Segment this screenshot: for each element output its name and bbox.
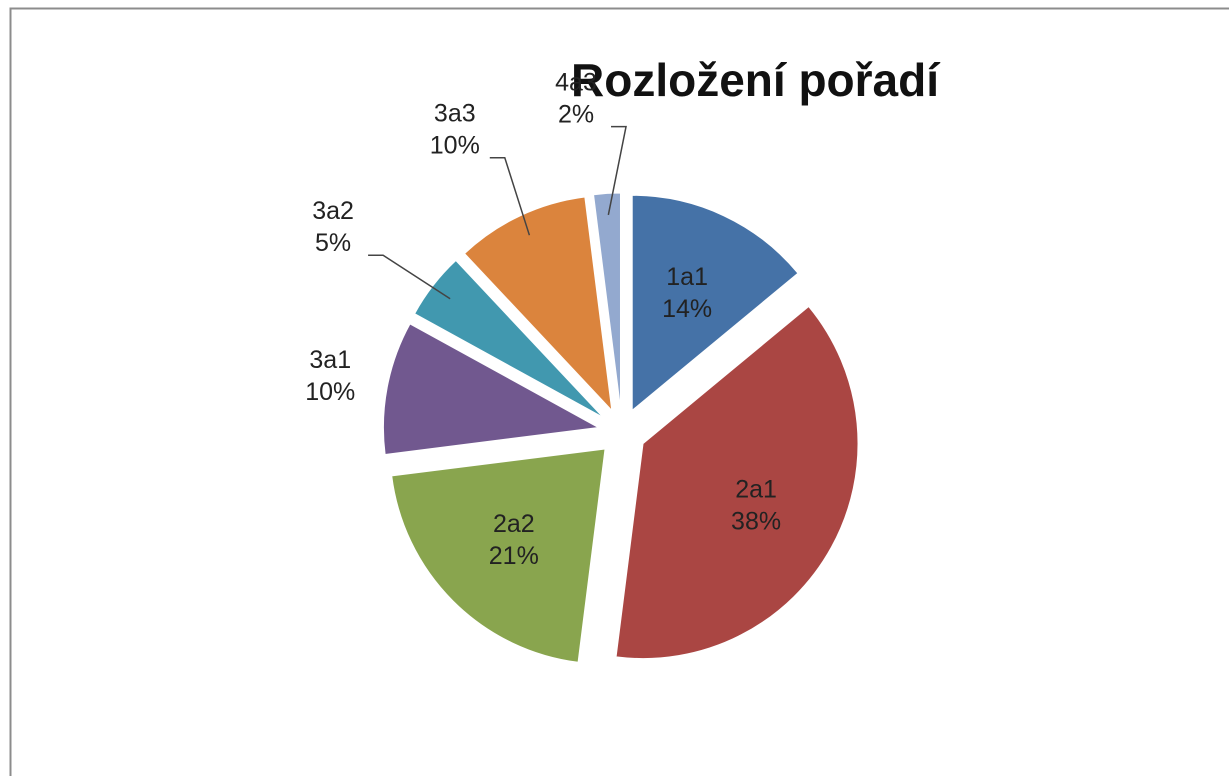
pie-slice <box>413 259 604 418</box>
slice-category-label: 2a2 <box>493 510 535 538</box>
pie-slice <box>382 323 601 456</box>
pie-slice <box>463 196 613 412</box>
pie-slice <box>391 448 606 663</box>
slice-category-label: 1a1 <box>666 263 708 291</box>
slice-value-label: 10% <box>430 131 480 159</box>
slice-category-label: 4a3 <box>555 68 597 96</box>
slice-value-label: 10% <box>305 378 355 406</box>
leader-line <box>607 125 627 216</box>
pie-slice <box>615 305 859 660</box>
pie-slice <box>592 192 621 409</box>
slice-category-label: 3a1 <box>309 346 351 374</box>
leader-line <box>489 157 531 236</box>
slice-value-label: 5% <box>315 229 351 257</box>
slice-category-label: 3a3 <box>434 99 476 127</box>
slice-value-label: 2% <box>558 100 594 128</box>
chart-title: Rozložení pořadí <box>571 54 941 106</box>
slice-value-label: 14% <box>662 295 712 323</box>
leader-line <box>368 254 451 300</box>
slice-value-label: 38% <box>731 507 781 535</box>
slice-category-label: 3a2 <box>312 197 354 225</box>
slice-category-label: 2a1 <box>735 475 777 503</box>
pie-slice <box>631 194 799 412</box>
slice-value-label: 21% <box>489 542 539 570</box>
